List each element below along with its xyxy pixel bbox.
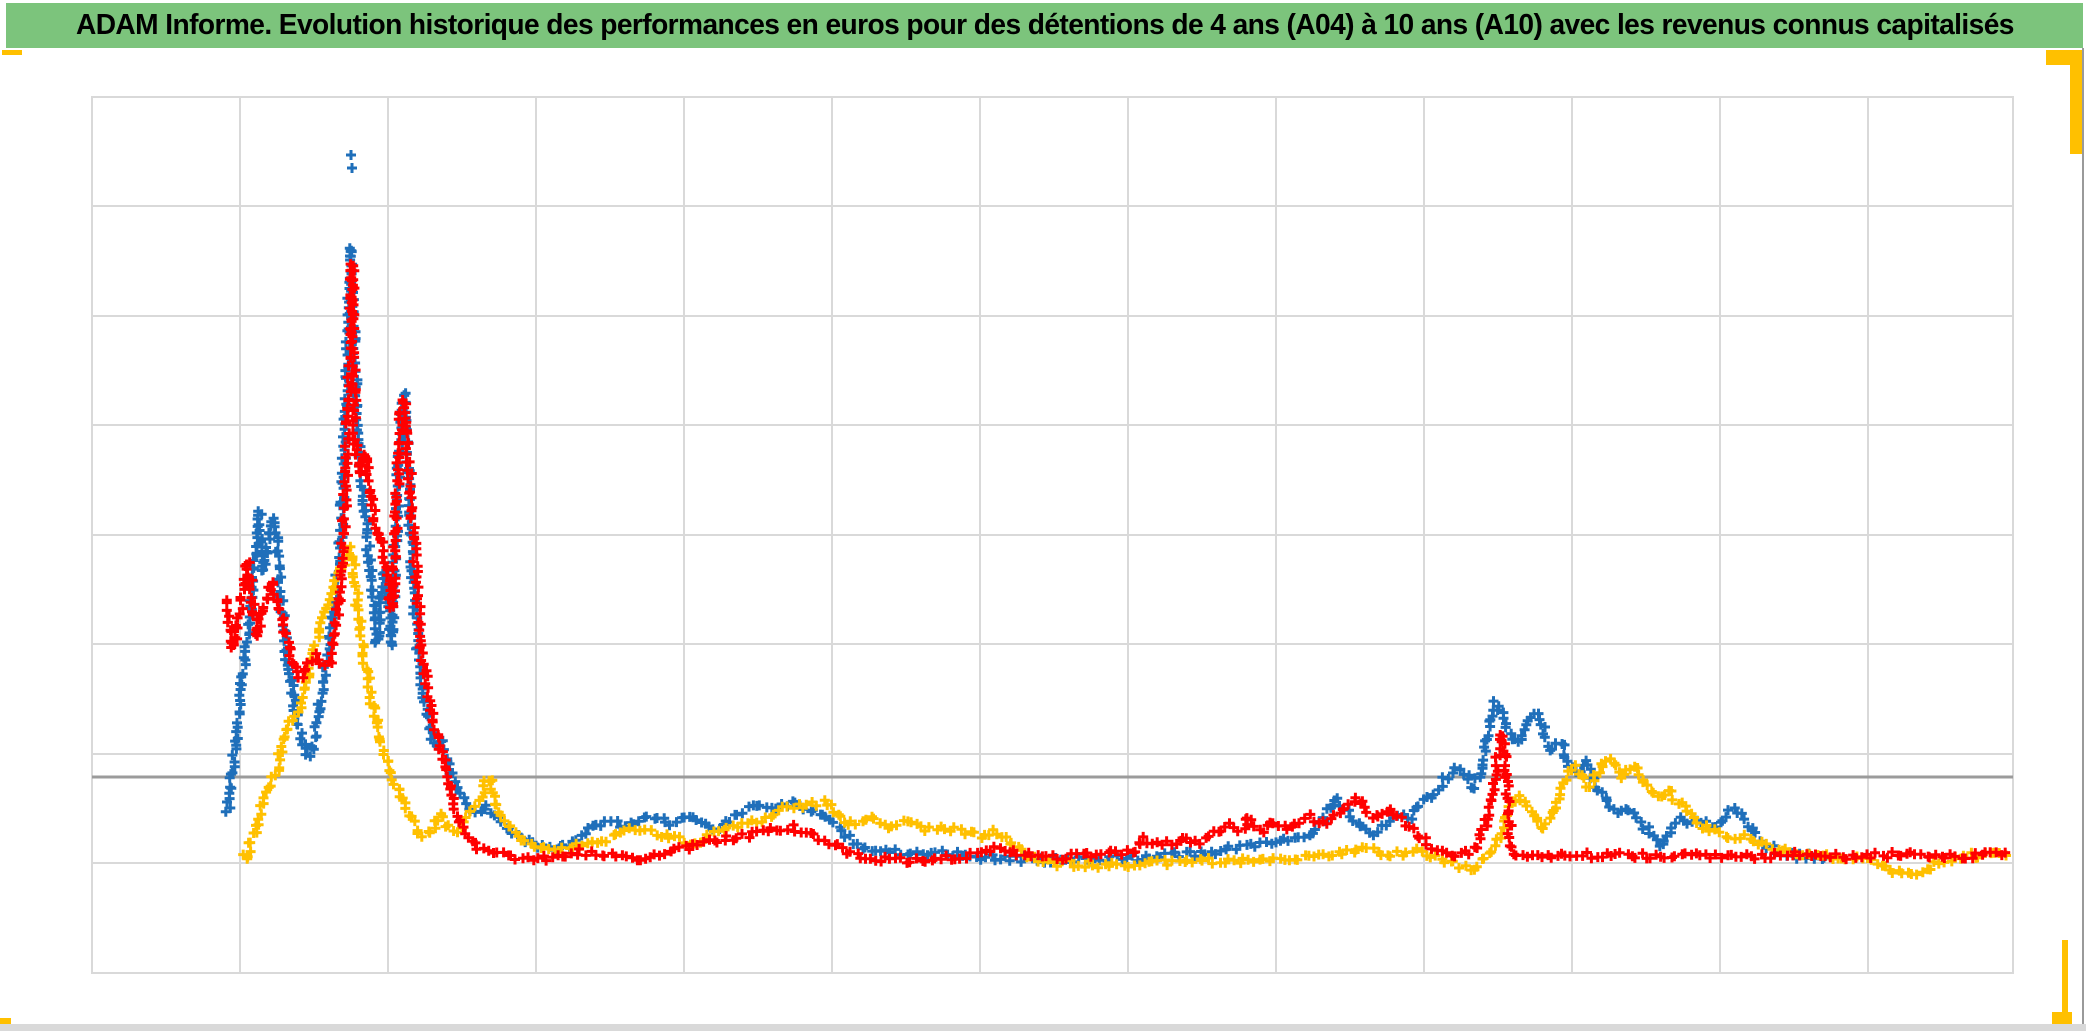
- page-title: ADAM Informe. Evolution historique des p…: [75, 9, 2014, 41]
- yellow-line-bottom-right: [2062, 940, 2068, 1016]
- page-bottom-strip: [0, 1024, 2086, 1031]
- page-right-border: [2082, 48, 2084, 1024]
- title-banner: ADAM Informe. Evolution historique des p…: [6, 3, 2083, 48]
- yellow-accent-top-left: [2, 50, 22, 55]
- yellow-corner-top-right-vertical: [2070, 50, 2084, 154]
